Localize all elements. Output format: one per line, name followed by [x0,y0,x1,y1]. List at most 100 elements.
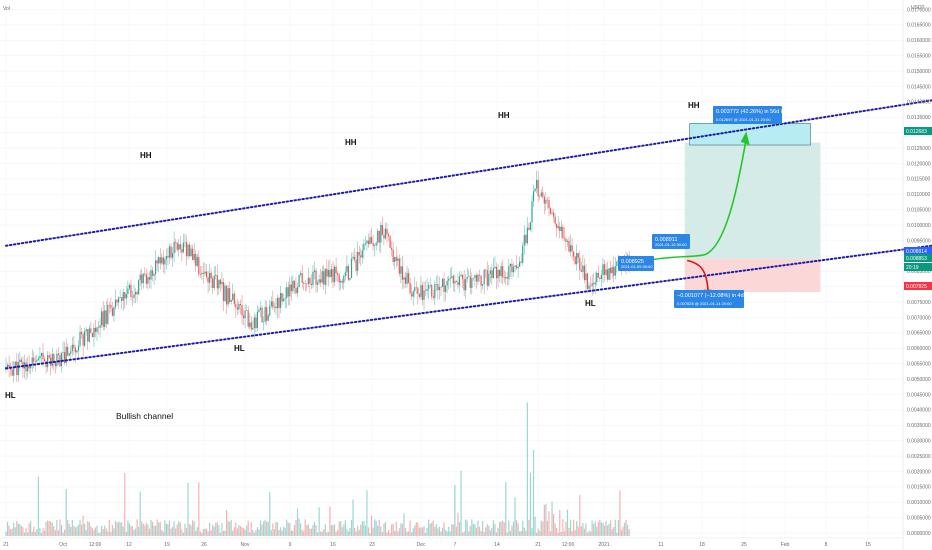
candle [94,327,97,333]
candle [239,303,242,306]
x-tick-label: 25 [741,542,747,548]
candle [19,359,21,363]
candle [48,355,50,358]
candle [480,275,482,286]
volume-bar [593,524,595,536]
volume-bar [224,530,226,536]
candle [580,270,582,272]
candle [406,272,408,284]
volume-bar [354,527,356,536]
volume-bar [304,519,306,536]
x-tick-label: 2021 [598,542,609,548]
volume-bar [134,528,137,536]
y-tick-label: 0.0060000 [907,346,931,352]
hl-label: HL [5,391,16,400]
y-tick-label: 0.0045000 [907,392,931,398]
volume-bar [381,532,383,536]
volume-bar [93,530,95,536]
volume-bar [229,521,231,536]
volume-bar [87,521,89,536]
candle [548,200,550,209]
candle [88,328,90,342]
candle [369,237,371,245]
candle [20,359,23,362]
candle [236,307,238,310]
volume-bar [562,519,564,536]
volume-bar [568,528,570,536]
candle [99,325,101,328]
candle [559,226,561,232]
y-tick-label: 0.0075000 [907,300,931,306]
volume-bar [148,528,151,536]
candle [60,352,63,367]
candle [131,296,134,298]
volume-bar [330,525,333,536]
candle [221,282,223,285]
candle [242,315,245,319]
x-tick-label: 16 [330,542,336,548]
candle [114,299,117,308]
x-tick-label: 7 [454,542,457,548]
channel-line-lower [5,244,932,370]
candle [313,270,316,272]
candle [397,258,399,261]
candle [417,287,419,294]
volume-bar [99,532,101,536]
volume-bar [613,527,615,536]
low-label-line2: 2021-01-09 00:00 [621,264,653,269]
candle [352,256,354,259]
volume-bar [307,524,309,536]
candle [386,228,388,235]
candle [144,273,146,275]
candle [489,270,491,274]
volume-bar [256,527,259,536]
candle [599,277,601,279]
candle [303,282,305,284]
volume-bar [253,532,255,536]
volume-bar [497,528,499,536]
volume-bar [138,526,140,536]
x-tick-label: Feb [781,542,790,548]
candle [329,270,331,277]
volume-bar [512,521,515,536]
candle [324,268,326,285]
volume-bar [569,519,572,536]
volume-bar [97,532,100,536]
volume-bar [45,521,47,536]
candle [222,282,225,301]
volume-bar [287,522,289,536]
x-tick-label: 19 [164,542,170,548]
volume-bar [387,530,390,536]
candle [304,283,306,284]
candle [171,253,174,258]
y-tick-label: 0.0040000 [907,408,931,414]
candle [138,280,140,295]
candle [30,364,32,369]
candle [455,281,458,282]
volume-bar [523,527,525,536]
candle [176,242,178,250]
candle [355,259,357,271]
candle [80,331,83,335]
volume-bar [281,530,283,536]
volume-bar [418,527,420,536]
volume-bar [455,526,458,536]
volume-bar [28,523,30,536]
candle [440,286,442,288]
volume-bar [235,522,237,536]
candle [378,230,380,243]
volume-bar [588,530,590,536]
volume-bar [576,521,578,536]
volume-bar [187,483,189,536]
candle [93,327,95,338]
y-tick-label: 0.0150000 [907,69,931,75]
volume-bar [437,528,439,536]
candle [506,277,508,279]
volume-bar [463,531,465,536]
candle [448,278,450,281]
volume-bar [477,520,479,536]
volume-bar [165,523,168,536]
volume-bar [347,531,350,536]
volume-bar [128,523,130,536]
